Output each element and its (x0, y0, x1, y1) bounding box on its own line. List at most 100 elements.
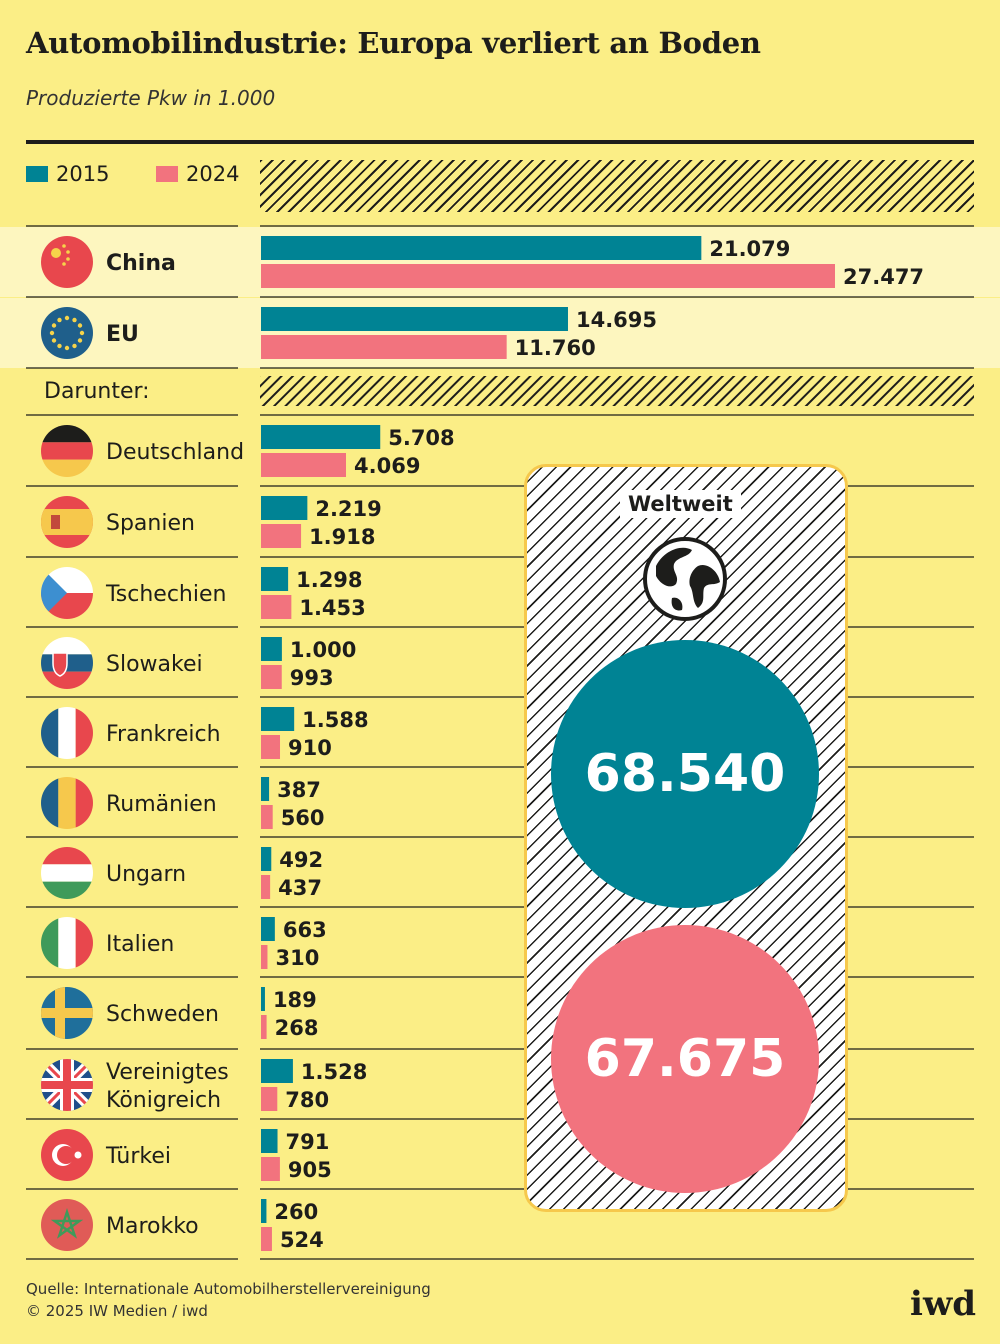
bar-2015-china (261, 236, 702, 260)
row-label-italien: Italien (106, 932, 174, 957)
flag-cross (55, 987, 65, 1039)
flag-turkey-fill (41, 1129, 93, 1181)
row-label-vereinigtes-k-nigreich: Königreich (106, 1088, 221, 1113)
value-2024-tschechien: 1.453 (299, 596, 365, 620)
flag-emblem (51, 515, 60, 529)
bar-2024-slowakei (261, 665, 282, 689)
value-2015-china: 21.079 (709, 237, 790, 261)
flag-stripe (41, 671, 93, 689)
value-2024-marokko: 524 (280, 1228, 324, 1252)
flag-star (72, 343, 77, 349)
row-label-deutschland: Deutschland (106, 440, 244, 465)
flag-star (51, 338, 57, 343)
worldwide-label: Weltweit (620, 490, 741, 518)
value-2015-schweden: 189 (273, 988, 317, 1012)
flag-sweden-fill (41, 987, 93, 1039)
flag-stripe (75, 917, 93, 969)
flag-romania-icon (41, 777, 93, 829)
flag-stripe (58, 917, 76, 969)
bar-2015-italien (261, 917, 275, 941)
bar-2015-schweden (261, 987, 265, 1011)
flag-stripe (41, 917, 59, 969)
bar-2015-slowakei (261, 637, 282, 661)
row-label-t-rkei: Türkei (105, 1144, 171, 1169)
bar-2015-frankreich (261, 707, 295, 731)
bar-2015-t-rkei (261, 1129, 278, 1153)
flag-star (57, 317, 62, 323)
bar-2024-t-rkei (261, 1157, 280, 1181)
flag-czechia-icon (41, 567, 93, 619)
legend-label-2024: 2024 (186, 162, 240, 186)
flag-france-icon (41, 707, 93, 759)
value-2024-t-rkei: 905 (288, 1158, 332, 1182)
flag-star (77, 323, 83, 328)
flag-pentagram (50, 1207, 84, 1239)
flag-slovakia-fill (41, 637, 93, 689)
iwd-logo: iwd (910, 1284, 976, 1324)
source-note: Quelle: Internationale Automobilherstell… (26, 1280, 431, 1298)
value-2015-slowakei: 1.000 (290, 638, 356, 662)
flag-morocco-icon (41, 1199, 93, 1251)
flag-stripe (75, 707, 93, 759)
value-2015-deutschland: 5.708 (388, 426, 454, 450)
flag-italy-icon (41, 917, 93, 969)
legend-swatch-2015 (26, 166, 48, 182)
flag-star-small (62, 244, 66, 248)
flag-china-icon (41, 236, 93, 288)
bar-2024-frankreich (261, 735, 281, 759)
flag-spain-fill (41, 496, 93, 548)
flag-star (51, 323, 57, 328)
flag-stripe (41, 442, 93, 460)
flag-turkey-icon (41, 1129, 93, 1181)
flag-star (74, 1151, 82, 1159)
flag-france-fill (41, 707, 93, 759)
value-2024-eu: 11.760 (515, 336, 596, 360)
value-2024-vereinigtes-k-nigreich: 780 (285, 1088, 329, 1112)
flag-stripe (41, 881, 93, 899)
value-2015-eu: 14.695 (576, 308, 657, 332)
flag-triangle (41, 567, 67, 619)
chart-subtitle: Produzierte Pkw in 1.000 (26, 86, 276, 110)
value-2024-ungarn: 437 (278, 876, 322, 900)
flag-spain-icon (41, 496, 93, 548)
bar-2024-tschechien (261, 595, 292, 619)
bar-2015-ungarn (261, 847, 272, 871)
value-2024-schweden: 268 (275, 1016, 319, 1040)
bar-2015-deutschland (261, 425, 381, 449)
flag-star (49, 330, 55, 336)
flag-crescent-cut (57, 1146, 75, 1164)
value-2024-china: 27.477 (843, 265, 924, 289)
value-2015-vereinigtes-k-nigreich: 1.528 (301, 1060, 367, 1084)
flag-uk-icon (41, 1059, 93, 1111)
flag-star-small (62, 262, 66, 266)
flag-star-small (66, 257, 70, 261)
flag-germany-icon (41, 425, 93, 477)
bar-2024-ungarn (261, 875, 271, 899)
bar-2015-rum-nien (261, 777, 270, 801)
flag-china-fill (41, 236, 93, 288)
bar-2015-eu (261, 307, 568, 331)
value-2024-slowakei: 993 (290, 666, 334, 690)
bar-2024-rum-nien (261, 805, 273, 829)
legend-item-2015: 2015 (26, 160, 109, 188)
flag-stripe (58, 707, 76, 759)
bar-2015-vereinigtes-k-nigreich (261, 1059, 293, 1083)
row-label-frankreich: Frankreich (106, 722, 221, 747)
flag-hungary-fill (41, 847, 93, 899)
title-divider (26, 140, 974, 144)
row-label-spanien: Spanien (106, 511, 195, 536)
subgroup-label: Darunter: (44, 379, 150, 404)
flag-stripe (41, 459, 93, 477)
flag-morocco-fill (41, 1199, 93, 1251)
flag-star (77, 338, 83, 343)
flag-uk-fill (41, 1059, 93, 1111)
row-label-eu: EU (106, 322, 139, 347)
flag-star (51, 248, 61, 258)
row-label-vereinigtes-k-nigreich: Vereinigtes (106, 1060, 229, 1085)
worldwide-2015-circle: 68.540 (551, 640, 819, 908)
row-label-tschechien: Tschechien (105, 582, 226, 607)
value-2024-deutschland: 4.069 (354, 454, 420, 478)
bar-2015-tschechien (261, 567, 289, 591)
value-2015-spanien: 2.219 (315, 497, 381, 521)
